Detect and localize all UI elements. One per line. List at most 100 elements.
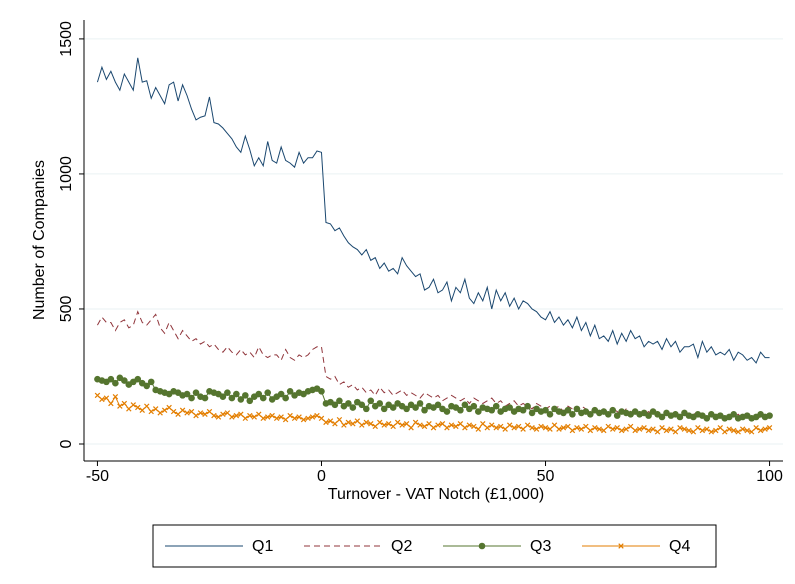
legend-marker: [618, 543, 624, 549]
data-point: [542, 406, 549, 414]
data-point: [632, 427, 638, 434]
data-point: [547, 426, 553, 432]
data-point: [457, 421, 464, 427]
data-point: [152, 406, 159, 412]
data-point: [529, 425, 535, 431]
data-point: [470, 402, 478, 410]
data-point: [170, 408, 177, 415]
data-point: [686, 427, 692, 434]
data-point: [345, 419, 352, 426]
data-point: [255, 390, 263, 398]
x-tick-label: 50: [537, 468, 555, 485]
data-point: [519, 406, 527, 414]
data-point: [511, 425, 517, 431]
legend-label: Q1: [252, 538, 273, 555]
data-point: [748, 429, 755, 435]
data-point: [193, 412, 199, 419]
data-point: [524, 402, 531, 410]
data-point: [461, 401, 469, 409]
legend-label: Q3: [530, 538, 551, 555]
data-point: [448, 422, 455, 428]
data-point: [497, 423, 504, 430]
data-point: [211, 412, 217, 419]
data-point: [453, 423, 459, 430]
data-point: [192, 389, 200, 396]
data-point: [147, 378, 155, 386]
data-point: [367, 397, 375, 405]
data-point: [421, 406, 428, 414]
data-point: [492, 402, 500, 410]
data-point: [650, 426, 656, 432]
data-point: [126, 406, 132, 412]
data-point: [282, 394, 289, 402]
data-point: [134, 375, 142, 383]
data-point: [605, 423, 611, 430]
data-point: [569, 410, 576, 418]
data-point: [175, 411, 181, 418]
data-point: [219, 393, 227, 401]
data-point: [506, 422, 513, 428]
data-point: [677, 425, 683, 431]
data-point: [269, 412, 275, 419]
data-point: [613, 412, 621, 419]
data-point: [259, 394, 267, 402]
data-point: [251, 414, 257, 420]
data-point: [332, 421, 338, 427]
data-point: [569, 427, 576, 434]
data-point: [260, 415, 266, 422]
data-point: [117, 403, 123, 409]
data-point: [188, 408, 195, 415]
data-point: [121, 400, 128, 407]
data-point: [224, 389, 231, 396]
data-point: [112, 394, 119, 400]
data-point: [462, 425, 468, 431]
data-point: [439, 421, 446, 427]
data-point: [766, 425, 773, 431]
data-point: [327, 418, 334, 424]
data-point: [659, 425, 665, 431]
data-point: [403, 405, 410, 413]
data-point: [466, 422, 473, 428]
data-point: [300, 416, 307, 423]
data-point: [426, 421, 432, 427]
data-point: [354, 418, 361, 424]
data-point: [489, 422, 495, 428]
data-point: [475, 426, 482, 432]
data-point: [676, 413, 684, 421]
data-point: [314, 412, 320, 419]
data-point: [435, 422, 441, 428]
legend-label: Q4: [669, 538, 690, 555]
data-point: [668, 426, 674, 432]
data-point: [645, 427, 652, 434]
data-point: [556, 426, 562, 432]
data-point: [713, 427, 719, 434]
data-point: [735, 429, 741, 435]
data-point: [331, 401, 339, 409]
x-tick-label: 100: [756, 468, 783, 485]
x-tick-label: 0: [317, 468, 326, 485]
data-point: [103, 395, 110, 401]
data-point: [587, 410, 594, 418]
data-point: [592, 425, 598, 431]
data-point: [206, 408, 213, 415]
data-point: [457, 406, 464, 414]
series-line: [96, 57, 770, 364]
data-point: [161, 407, 168, 413]
data-point: [699, 427, 706, 434]
y-tick-label: 1500: [58, 21, 75, 57]
data-point: [484, 425, 490, 431]
data-point: [363, 419, 370, 426]
data-point: [515, 423, 522, 430]
data-point: [349, 404, 357, 411]
y-tick-label: 1000: [58, 156, 75, 192]
data-point: [135, 404, 141, 411]
data-point: [237, 396, 245, 403]
data-point: [416, 400, 424, 407]
data-point: [318, 388, 325, 395]
data-point: [623, 426, 629, 432]
data-point: [247, 412, 253, 419]
data-point: [739, 426, 746, 432]
data-point: [658, 413, 666, 421]
data-point: [421, 423, 428, 430]
